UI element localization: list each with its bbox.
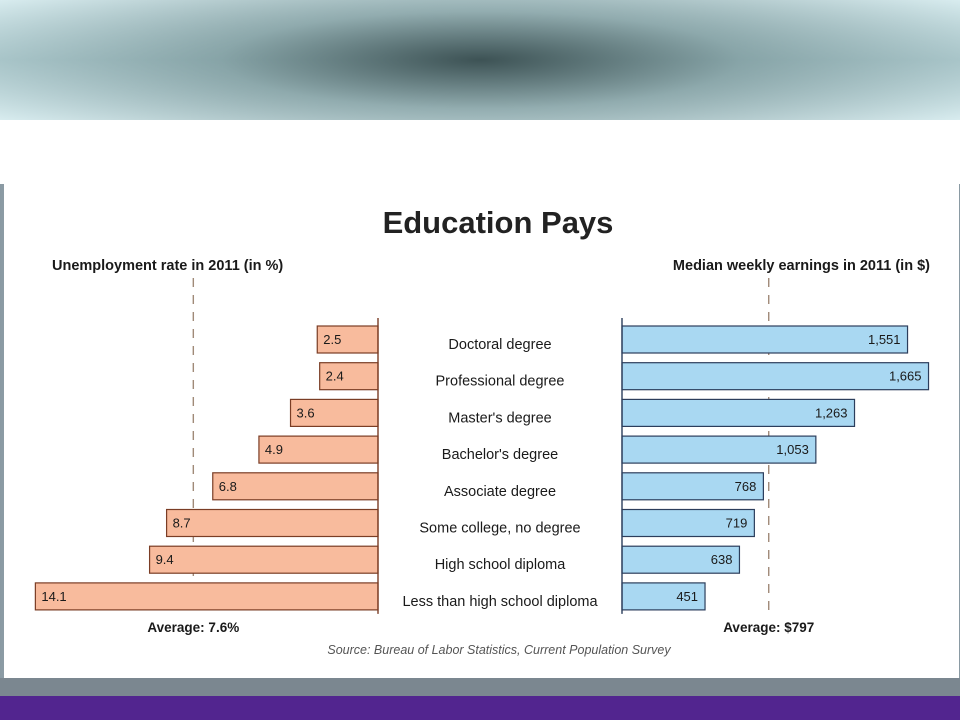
unemployment-bar (34, 582, 379, 611)
earnings-bar (621, 545, 741, 574)
earnings-average-label: Average: $797 (723, 620, 814, 635)
unemployment-bar (289, 398, 379, 427)
source-note: Source: Bureau of Labor Statistics, Curr… (327, 643, 671, 657)
header-banner (0, 0, 960, 120)
earnings-value-label: 638 (711, 552, 733, 567)
chart-title: Education Pays (383, 205, 614, 240)
earnings-value-label: 1,053 (776, 442, 809, 457)
earnings-value-label: 719 (726, 516, 748, 531)
unemployment-bar (258, 435, 379, 464)
unemployment-value-label: 9.4 (156, 552, 174, 567)
category-label: Associate degree (444, 484, 556, 500)
category-label: Bachelor's degree (442, 447, 558, 463)
unemployment-bar (316, 325, 379, 354)
category-label: Doctoral degree (448, 337, 551, 353)
white-strip (0, 120, 960, 184)
unemployment-average-label: Average: 7.6% (147, 620, 239, 635)
earnings-value-label: 451 (676, 589, 698, 604)
unemployment-value-label: 14.1 (41, 589, 66, 604)
category-label: Professional degree (436, 374, 565, 390)
unemployment-value-label: 6.8 (219, 479, 237, 494)
unemployment-bar (165, 508, 379, 538)
unemployment-value-label: 8.7 (173, 516, 191, 531)
earnings-value-label: 1,551 (868, 332, 901, 347)
footer-purple-band (0, 696, 960, 720)
footer-gray-band (0, 678, 960, 696)
earnings-value-label: 1,665 (889, 369, 922, 384)
unemployment-value-label: 2.5 (323, 332, 341, 347)
unemployment-bar (212, 472, 379, 501)
earnings-bar (621, 325, 909, 354)
unemployment-bar (148, 545, 379, 574)
earnings-axis-label: Median weekly earnings in 2011 (in $) (673, 258, 930, 274)
unemployment-value-label: 3.6 (297, 405, 315, 420)
unemployment-value-label: 2.4 (326, 369, 344, 384)
unemployment-axis-label: Unemployment rate in 2011 (in %) (52, 258, 283, 274)
category-label: High school diploma (435, 557, 567, 573)
earnings-bar (621, 362, 930, 391)
unemployment-value-label: 4.9 (265, 442, 283, 457)
earnings-value-label: 768 (735, 479, 757, 494)
earnings-value-label: 1,263 (815, 405, 848, 420)
category-label: Some college, no degree (419, 521, 580, 537)
category-label: Less than high school diploma (402, 594, 598, 610)
category-label: Master's degree (448, 410, 552, 426)
